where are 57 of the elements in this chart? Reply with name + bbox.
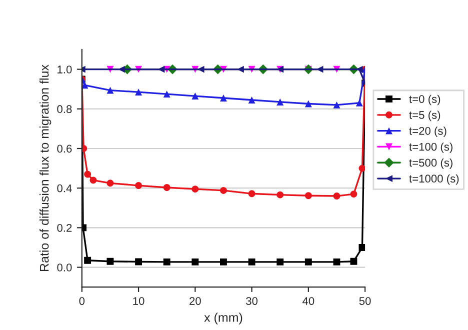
legend-label: t=500 (s)	[409, 158, 452, 169]
point	[356, 99, 363, 106]
point	[350, 258, 358, 265]
point	[106, 258, 114, 265]
x-tick-label: 20	[190, 297, 201, 305]
point	[82, 82, 88, 89]
legend-label: t=5 (s)	[409, 110, 440, 122]
legend-label: t=20 (s)	[409, 126, 446, 138]
point	[220, 187, 227, 194]
x-tick-label: 10	[133, 297, 144, 305]
point	[90, 176, 97, 184]
point	[220, 258, 227, 266]
x-tick-label: 30	[246, 297, 258, 305]
x-axis-title: x (mm)	[204, 312, 242, 324]
point	[135, 88, 142, 96]
point	[350, 190, 358, 198]
point	[220, 94, 227, 102]
y-axis-title: Ratio of diffusion flux to migration flux	[40, 64, 52, 272]
x-tick-label: 50	[359, 297, 371, 305]
point	[106, 180, 114, 187]
point	[163, 258, 170, 266]
point	[358, 244, 366, 251]
point	[304, 258, 312, 266]
y-tick-label: 1.0	[58, 66, 72, 74]
legend-label: t=100 (s)	[409, 142, 452, 153]
point	[248, 258, 256, 266]
point	[248, 96, 256, 104]
legend-label: t=0 (s)	[409, 94, 440, 106]
y-tick-label: 0.2	[57, 224, 72, 232]
point	[192, 186, 199, 193]
y-tick-label: 0.8	[57, 105, 72, 114]
point	[82, 145, 88, 152]
point	[84, 256, 92, 264]
point	[276, 98, 284, 106]
point	[163, 90, 170, 98]
point	[304, 100, 312, 108]
point	[135, 258, 142, 266]
point	[192, 258, 199, 266]
point	[276, 258, 284, 266]
x-tick-label: 40	[302, 297, 314, 305]
point	[84, 170, 92, 178]
point	[333, 192, 340, 200]
point	[248, 190, 256, 198]
point	[333, 101, 340, 108]
point	[358, 164, 366, 172]
point	[163, 184, 170, 191]
point	[333, 258, 340, 266]
y-tick-label: 0.4	[57, 184, 72, 192]
point	[106, 86, 114, 94]
legend-label: t=1000 (s)	[409, 174, 459, 185]
point	[276, 191, 284, 198]
point	[135, 182, 142, 189]
point	[304, 192, 312, 200]
y-tick-label: 0.6	[57, 144, 72, 153]
point	[192, 92, 199, 100]
x-tick-label: 0	[79, 297, 85, 305]
y-tick-label: 0.0	[57, 264, 72, 272]
